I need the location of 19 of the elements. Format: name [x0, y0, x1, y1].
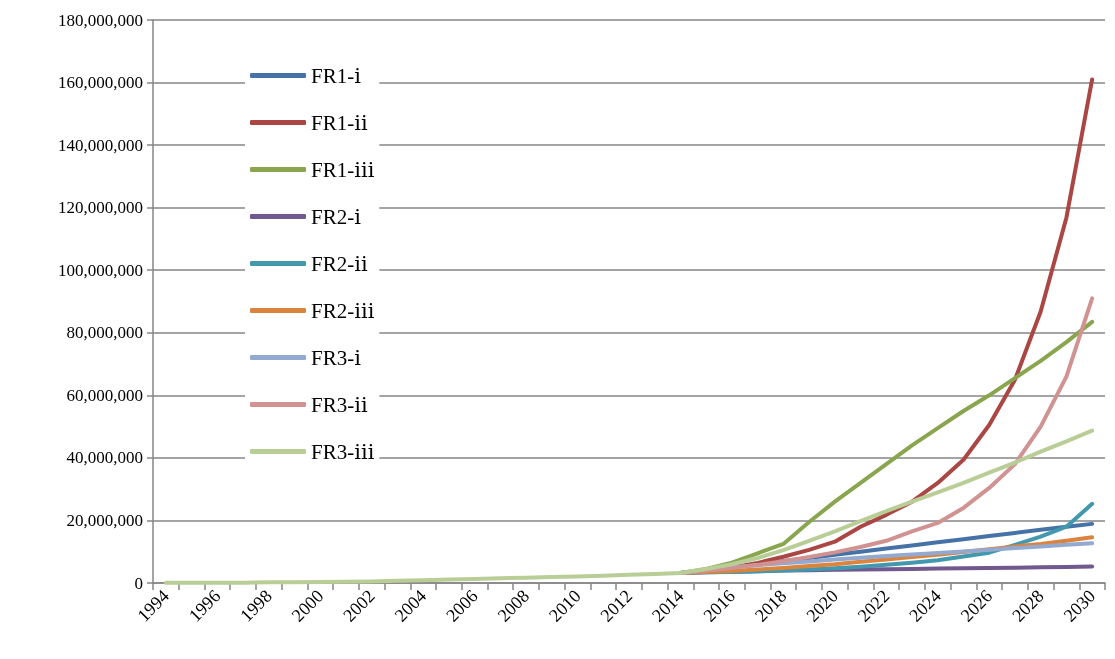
- legend-label: FR2-ⅲ: [311, 298, 375, 323]
- y-tick-label: 60,000,000: [66, 385, 143, 405]
- y-tick-label: 0: [134, 573, 143, 593]
- legend-label: FR1-ⅰ: [311, 63, 362, 88]
- y-tick-label: 180,000,000: [58, 10, 143, 30]
- y-tick-label: 160,000,000: [58, 73, 143, 93]
- legend-label: FR3-ⅲ: [311, 439, 375, 464]
- y-tick-label: 20,000,000: [66, 510, 143, 530]
- legend-label: FR2-ⅱ: [311, 251, 368, 276]
- legend-label: FR2-ⅰ: [311, 204, 362, 229]
- legend-label: FR3-ⅰ: [311, 345, 362, 370]
- y-tick-label: 80,000,000: [66, 323, 143, 343]
- legend-label: FR3-ⅱ: [311, 392, 368, 417]
- y-tick-label: 100,000,000: [58, 260, 143, 280]
- legend-label: FR1-ⅱ: [311, 110, 368, 135]
- legend-label: FR1-ⅲ: [311, 157, 375, 182]
- y-tick-label: 140,000,000: [58, 135, 143, 155]
- y-tick-label: 40,000,000: [66, 448, 143, 468]
- y-tick-label: 120,000,000: [58, 198, 143, 218]
